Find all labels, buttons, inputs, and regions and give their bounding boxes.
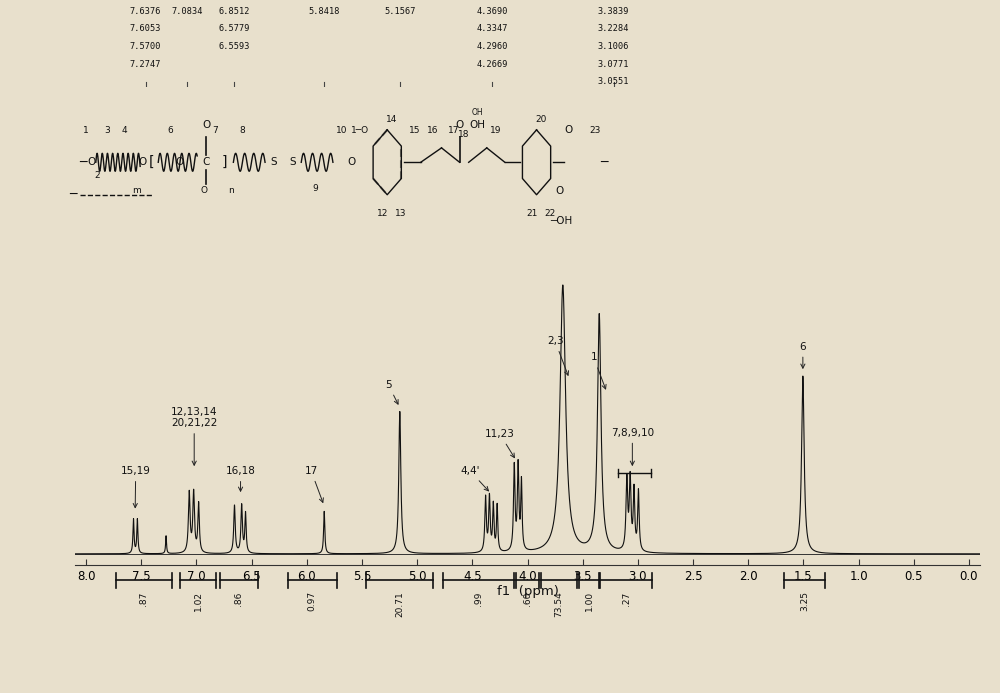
Text: 19: 19 bbox=[490, 126, 502, 135]
Text: 11,23: 11,23 bbox=[485, 429, 515, 457]
Text: S: S bbox=[271, 157, 277, 167]
Text: 3.2284: 3.2284 bbox=[598, 24, 629, 33]
Text: 6.8512: 6.8512 bbox=[218, 7, 250, 16]
Text: 1.02: 1.02 bbox=[194, 591, 203, 611]
Text: .86: .86 bbox=[234, 591, 243, 606]
Text: ─: ─ bbox=[600, 156, 607, 169]
Text: 16,18: 16,18 bbox=[226, 466, 255, 491]
Text: 4,4': 4,4' bbox=[460, 466, 488, 491]
Text: 7.2747: 7.2747 bbox=[130, 60, 161, 69]
Text: ─: ─ bbox=[69, 188, 77, 201]
Text: 1: 1 bbox=[83, 126, 89, 135]
Text: 1─O: 1─O bbox=[351, 126, 369, 135]
Text: 15,19: 15,19 bbox=[121, 466, 151, 507]
Text: 6: 6 bbox=[167, 126, 173, 135]
Text: O: O bbox=[456, 120, 464, 130]
Text: 1.00: 1.00 bbox=[585, 591, 594, 611]
X-axis label: f1  (ppm): f1 (ppm) bbox=[497, 586, 558, 599]
Text: O: O bbox=[347, 157, 355, 167]
Text: O: O bbox=[564, 125, 572, 135]
Text: O: O bbox=[175, 157, 183, 167]
Text: 12: 12 bbox=[377, 209, 388, 218]
Text: 15: 15 bbox=[409, 126, 420, 135]
Text: 3.0771: 3.0771 bbox=[598, 60, 629, 69]
Text: 8: 8 bbox=[240, 126, 245, 135]
Text: 10: 10 bbox=[336, 126, 348, 135]
Text: O: O bbox=[202, 120, 210, 130]
Text: ─OH: ─OH bbox=[550, 216, 572, 227]
Text: O: O bbox=[555, 186, 563, 195]
Text: 12,13,14
20,21,22: 12,13,14 20,21,22 bbox=[171, 407, 217, 465]
Text: n: n bbox=[228, 186, 234, 195]
Text: 5: 5 bbox=[385, 380, 398, 404]
Text: 6.5593: 6.5593 bbox=[218, 42, 250, 51]
Text: 5.8418: 5.8418 bbox=[308, 7, 340, 16]
Text: 1: 1 bbox=[590, 353, 606, 389]
Text: 6: 6 bbox=[800, 342, 806, 368]
Text: 3.25: 3.25 bbox=[800, 591, 809, 611]
Text: m: m bbox=[132, 186, 141, 195]
Text: OH: OH bbox=[470, 120, 486, 130]
Text: 4.3347: 4.3347 bbox=[476, 24, 508, 33]
Text: 18: 18 bbox=[458, 130, 470, 139]
Text: .60: .60 bbox=[523, 591, 532, 606]
Text: 3.0551: 3.0551 bbox=[598, 77, 629, 86]
Text: 16: 16 bbox=[427, 126, 438, 135]
Text: 21: 21 bbox=[526, 209, 538, 218]
Text: .87: .87 bbox=[139, 591, 148, 606]
Text: 5.1567: 5.1567 bbox=[384, 7, 416, 16]
Text: O: O bbox=[200, 186, 207, 195]
Text: .99: .99 bbox=[474, 591, 483, 606]
Text: OH: OH bbox=[472, 108, 484, 117]
Text: 17: 17 bbox=[448, 126, 460, 135]
Text: 9: 9 bbox=[312, 184, 318, 193]
Text: 22: 22 bbox=[544, 209, 556, 218]
Text: 4.3690: 4.3690 bbox=[476, 7, 508, 16]
Text: 3.1006: 3.1006 bbox=[598, 42, 629, 51]
Text: ─: ─ bbox=[80, 156, 87, 169]
Text: .27: .27 bbox=[622, 591, 631, 606]
Text: 7.6053: 7.6053 bbox=[130, 24, 161, 33]
Text: 17: 17 bbox=[305, 466, 323, 502]
Text: 2,3: 2,3 bbox=[547, 336, 569, 376]
Text: 7.6376: 7.6376 bbox=[130, 7, 161, 16]
Text: O: O bbox=[139, 157, 147, 167]
Text: 7: 7 bbox=[212, 126, 218, 135]
Text: 23: 23 bbox=[590, 126, 601, 135]
Text: 4.2960: 4.2960 bbox=[476, 42, 508, 51]
Text: 20.71: 20.71 bbox=[395, 591, 404, 617]
Text: C: C bbox=[203, 157, 210, 167]
Text: [: [ bbox=[149, 155, 155, 169]
Text: 73.54: 73.54 bbox=[554, 591, 563, 617]
Text: 3.3839: 3.3839 bbox=[598, 7, 629, 16]
Text: 2: 2 bbox=[95, 171, 100, 180]
Text: 0.97: 0.97 bbox=[308, 591, 317, 611]
Text: S: S bbox=[289, 157, 296, 167]
Text: 14: 14 bbox=[386, 116, 397, 125]
Text: 13: 13 bbox=[395, 209, 407, 218]
Text: 20: 20 bbox=[535, 116, 547, 125]
Text: 7,8,9,10: 7,8,9,10 bbox=[611, 428, 654, 465]
Text: 4: 4 bbox=[122, 126, 128, 135]
Text: O: O bbox=[87, 157, 95, 167]
Text: 6.5779: 6.5779 bbox=[218, 24, 250, 33]
Text: 7.5700: 7.5700 bbox=[130, 42, 161, 51]
Text: ]: ] bbox=[222, 155, 227, 169]
Text: 7.0834: 7.0834 bbox=[171, 7, 203, 16]
Text: 4.2669: 4.2669 bbox=[476, 60, 508, 69]
Text: 3: 3 bbox=[104, 126, 110, 135]
